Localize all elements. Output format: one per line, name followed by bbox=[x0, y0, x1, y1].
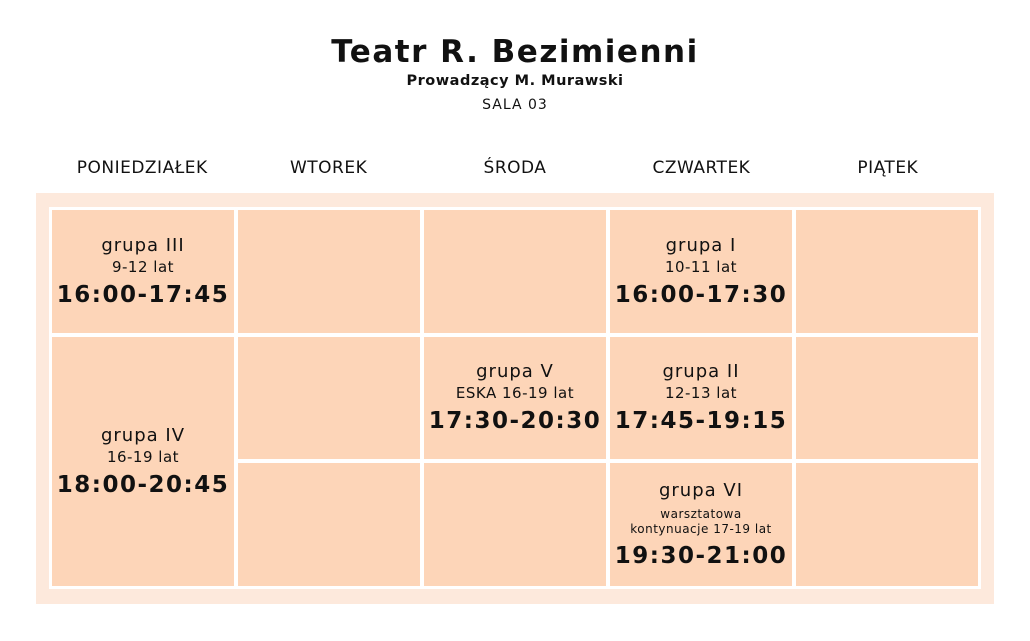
empty-cell bbox=[424, 463, 606, 586]
time-range: 18:00-20:45 bbox=[56, 471, 230, 498]
group-name: grupa V bbox=[476, 361, 554, 383]
empty-cell bbox=[796, 336, 978, 460]
session-mon-2: grupa IV 16-19 lat 18:00-20:45 bbox=[52, 336, 234, 586]
time-range: 16:00-17:45 bbox=[56, 281, 230, 308]
group-name: grupa IV bbox=[100, 424, 186, 446]
group-name: grupa III bbox=[101, 234, 185, 256]
room: SALA 03 bbox=[482, 97, 548, 113]
empty-cell bbox=[424, 210, 606, 333]
age-range: kontynuacje 17-19 lat bbox=[630, 522, 772, 537]
session-mon-1: grupa III 9-12 lat 16:00-17:45 bbox=[52, 210, 234, 333]
group-name: grupa I bbox=[665, 234, 737, 256]
session-thu-1: grupa I 10-11 lat 16:00-17:30 bbox=[610, 210, 792, 333]
day-headers: PONIEDZIAŁEK WTOREK ŚRODA CZWARTEK PIĄTE… bbox=[49, 158, 981, 178]
session-thu-3: grupa VI warsztatowa kontynuacje 17-19 l… bbox=[610, 463, 792, 586]
time-range: 17:45-19:15 bbox=[614, 408, 788, 435]
time-range: 16:00-17:30 bbox=[614, 281, 788, 308]
group-name: grupa VI bbox=[658, 480, 744, 502]
session-wed-2: grupa V ESKA 16-19 lat 17:30-20:30 bbox=[424, 336, 606, 460]
age-range: 10-11 lat bbox=[664, 257, 738, 276]
day-thursday: CZWARTEK bbox=[652, 158, 751, 178]
day-monday: PONIEDZIAŁEK bbox=[76, 158, 208, 178]
day-tuesday: WTOREK bbox=[289, 158, 368, 178]
page-title: Teatr R. Bezimienni bbox=[331, 34, 699, 70]
empty-cell bbox=[796, 463, 978, 586]
instructor: Prowadzący M. Murawski bbox=[406, 73, 624, 89]
empty-cell bbox=[796, 210, 978, 333]
schedule-grid: grupa III 9-12 lat 16:00-17:45 grupa IV … bbox=[49, 207, 981, 589]
age-range: 9-12 lat bbox=[111, 257, 175, 276]
day-wednesday: ŚRODA bbox=[483, 158, 547, 178]
group-name: grupa II bbox=[662, 361, 740, 383]
session-thu-2: grupa II 12-13 lat 17:45-19:15 bbox=[610, 336, 792, 460]
time-range: 19:30-21:00 bbox=[614, 543, 788, 570]
age-range: 12-13 lat bbox=[664, 384, 738, 403]
age-range: ESKA 16-19 lat bbox=[455, 384, 575, 403]
empty-cell bbox=[238, 463, 420, 586]
empty-cell bbox=[238, 336, 420, 460]
age-range: 16-19 lat bbox=[106, 447, 180, 466]
empty-cell bbox=[238, 210, 420, 333]
group-type: warsztatowa bbox=[660, 507, 742, 522]
day-friday: PIĄTEK bbox=[857, 158, 919, 178]
time-range: 17:30-20:30 bbox=[428, 408, 602, 435]
